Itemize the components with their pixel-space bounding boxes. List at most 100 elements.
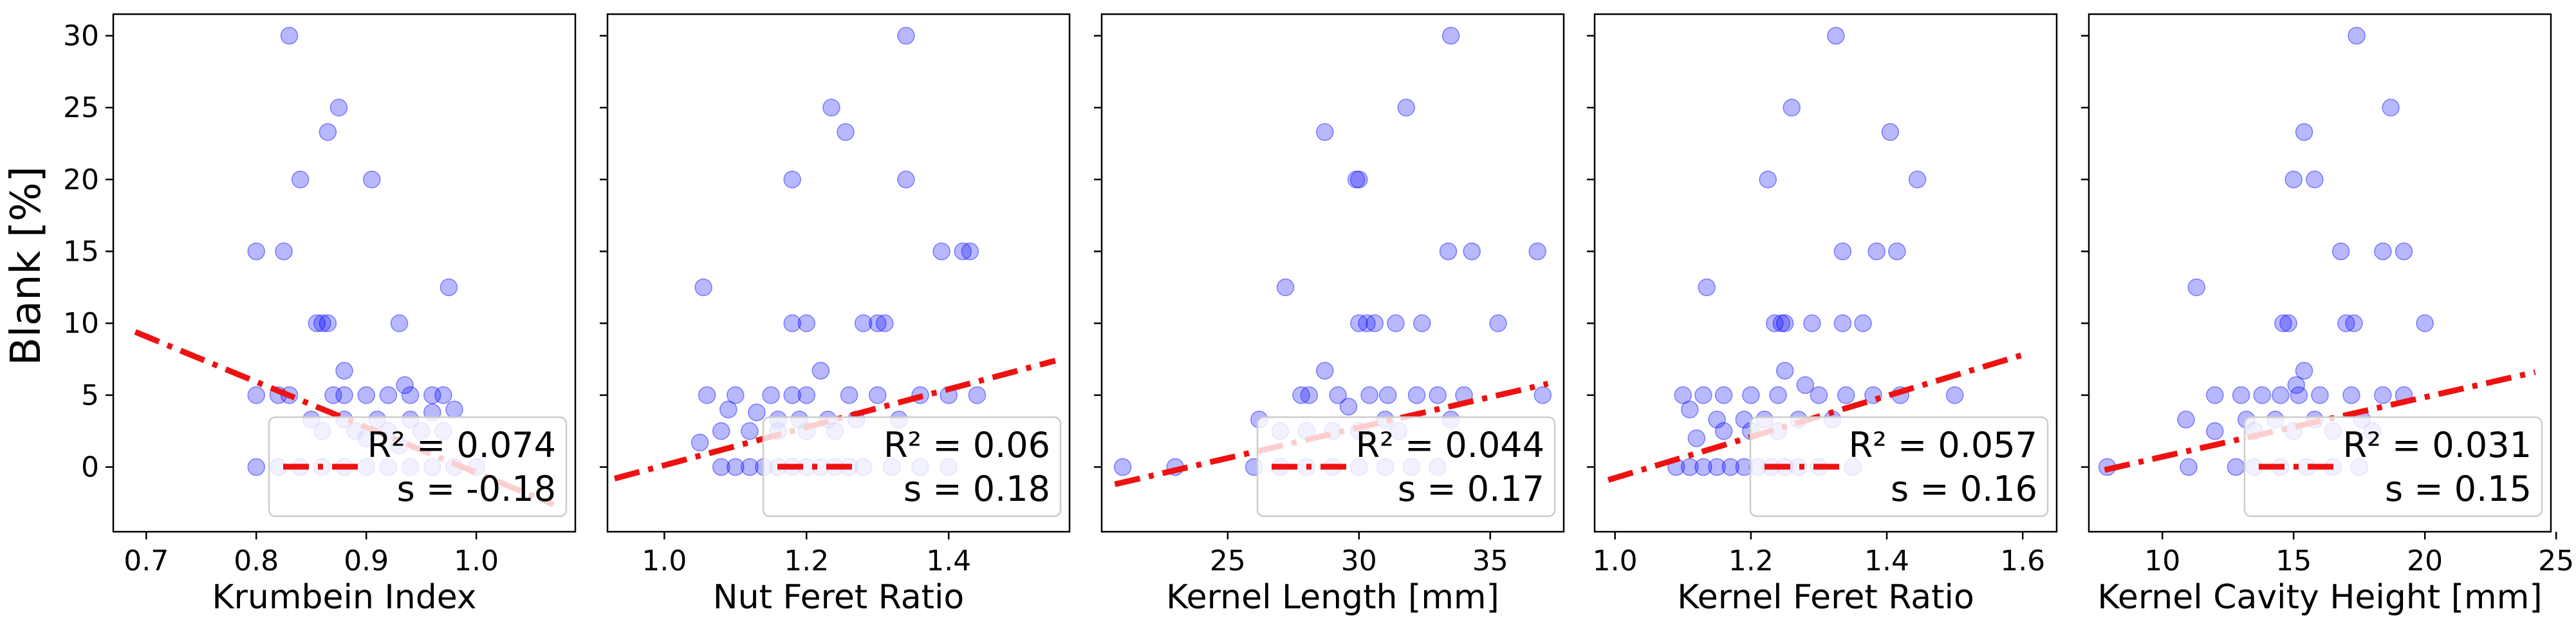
scatter-point (2227, 458, 2245, 476)
scatter-point (932, 242, 950, 261)
x-tick-label: 0.7 (124, 545, 169, 577)
scatter-point (748, 403, 766, 422)
x-axis-label: Kernel Length [mm] (1166, 578, 1499, 617)
scatter-point (1674, 386, 1692, 404)
legend-r2: R² = 0.06 (884, 425, 1050, 465)
scatter-point (1300, 386, 1319, 404)
scatter-point (1687, 429, 1706, 447)
scatter-point (1489, 314, 1507, 332)
scatter-point (2232, 386, 2250, 404)
scatter-point (1867, 242, 1886, 261)
x-axis-label: Kernel Cavity Height [mm] (2097, 578, 2542, 617)
scatter-point (2290, 386, 2308, 404)
scatter-point (840, 386, 858, 404)
fit-line (613, 357, 1057, 482)
scatter-point (1316, 362, 1334, 380)
scatter-point (1429, 386, 1447, 404)
scatter-point (1407, 386, 1426, 404)
scatter-point (1463, 242, 1481, 261)
legend-r2: R² = 0.074 (367, 425, 556, 465)
legend-slope: s = -0.18 (397, 469, 556, 509)
plot-frame (606, 13, 1071, 533)
scatter-point (837, 123, 855, 141)
scatter-point (280, 26, 299, 45)
scatter-point (1681, 458, 1699, 476)
scatter-point (2206, 422, 2224, 440)
scatter-point (1397, 98, 1415, 117)
scatter-point (869, 386, 887, 404)
scatter-point (2337, 314, 2355, 332)
scatter-point (762, 386, 780, 404)
y-tick-label: 10 (63, 307, 99, 340)
scatter-point (1441, 26, 1460, 45)
scatter-point (440, 278, 458, 297)
scatter-point (329, 98, 348, 117)
legend-slope: s = 0.16 (1891, 469, 2037, 509)
scatter-point (690, 433, 709, 452)
scatter-point (1881, 123, 1900, 141)
scatter-point (1276, 278, 1295, 297)
x-axis-label: Nut Feret Ratio (713, 578, 964, 617)
scatter-point (1827, 26, 1845, 45)
scatter-point (1413, 314, 1431, 332)
chart-panel-4: 1.0 1.2 1.4 1.6 Kernel Feret Ratio R² = 0.057… (1587, 13, 2058, 617)
scatter-point (2295, 123, 2313, 141)
scatter-point (1350, 171, 1368, 189)
scatter-point (783, 314, 801, 332)
legend-r2: R² = 0.057 (1849, 425, 2037, 465)
scatter-point (1837, 386, 1855, 404)
scatter-point (324, 386, 342, 404)
scatter-point (1681, 400, 1699, 418)
scatter-point (362, 171, 381, 189)
scatter-point (1796, 376, 1815, 394)
scatter-point (291, 171, 310, 189)
y-tick-label: 0 (81, 451, 99, 484)
y-axis-label: Blank [%] (3, 166, 50, 366)
scatter-point (727, 386, 745, 404)
scatter-point (897, 26, 915, 45)
plot-frame (2088, 13, 2552, 533)
scatter-point (968, 386, 987, 404)
scatter-point (357, 386, 375, 404)
scatter-point (1316, 123, 1334, 141)
scatter-point (1292, 386, 1310, 404)
scatter-point (797, 386, 816, 404)
scatter-point (1714, 422, 1733, 440)
scatter-point (741, 422, 759, 440)
x-tick-label: 1.4 (926, 545, 971, 577)
scatter-point (1742, 386, 1760, 404)
scatter-point (1378, 386, 1397, 404)
legend-r2: R² = 0.044 (1356, 425, 1544, 465)
scatter-point (961, 242, 979, 261)
scatter-point (2253, 386, 2271, 404)
x-tick-label: 1.0 (642, 545, 687, 577)
scatter-point (1387, 314, 1405, 332)
scatter-point (1708, 458, 1726, 476)
scatter-point (2177, 411, 2195, 429)
scatter-point (1534, 386, 1552, 404)
scatter-point (876, 314, 894, 332)
scatter-point (2382, 98, 2400, 117)
x-tick-label: 1.0 (1593, 545, 1638, 577)
scatter-point (1698, 278, 1716, 297)
y-tick-label: 15 (63, 236, 99, 268)
scatter-point (247, 242, 265, 261)
scatter-point (1833, 242, 1852, 261)
scatter-point (1783, 98, 1801, 117)
scatter-point (694, 278, 712, 297)
scatter-point (1358, 314, 1376, 332)
x-tick-label: 1.4 (1864, 545, 1909, 577)
scatter-point (2342, 386, 2360, 404)
scatter-point (783, 386, 801, 404)
scatter-point (319, 123, 337, 141)
scatter-point (2206, 386, 2224, 404)
scatter-point (1908, 171, 1927, 189)
plot-frame (1100, 13, 1565, 533)
scatter-point (2295, 362, 2313, 380)
scatter-point (1945, 386, 1964, 404)
